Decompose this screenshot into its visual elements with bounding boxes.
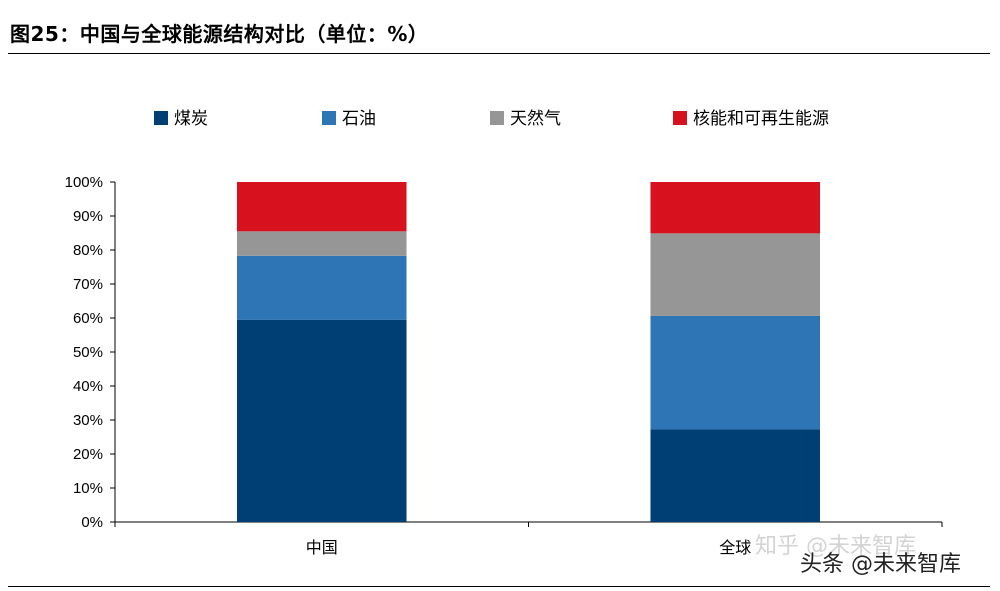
zhihu-watermark: 知乎 @未来智库 (755, 534, 916, 559)
bar-segment (236, 182, 407, 232)
bar-segment (650, 429, 821, 522)
y-tick-label: 0% (81, 514, 103, 531)
y-tick-label: 20% (73, 446, 103, 463)
legend-label: 核能和可再生能源 (693, 109, 829, 129)
watermarks: 知乎 @未来智库 头条 @未来智库 (755, 534, 961, 577)
bar-segment (236, 255, 407, 320)
y-tick-label: 40% (73, 378, 103, 395)
legend-item: 核能和可再生能源 (673, 109, 829, 129)
x-category-label: 全球 (719, 538, 751, 557)
legend: 煤炭 石油 天然气 核能和可再生能源 (154, 109, 829, 129)
y-tick-label: 60% (73, 310, 103, 327)
chart-title: 图25：中国与全球能源结构对比（单位：%） (10, 22, 429, 46)
legend-item: 石油 (322, 109, 376, 129)
legend-swatch (322, 111, 336, 125)
x-category-label: 中国 (306, 538, 338, 557)
legend-item: 煤炭 (154, 109, 208, 129)
y-tick-label: 70% (73, 276, 103, 293)
bars (236, 182, 821, 522)
y-tick-label: 10% (73, 480, 103, 497)
legend-label: 天然气 (510, 109, 561, 129)
y-tick-label: 100% (65, 174, 103, 191)
bar-segment (650, 315, 821, 430)
title-rule (8, 53, 990, 54)
bar-segment (236, 319, 407, 522)
toutiao-watermark: 头条 @未来智库 (800, 552, 961, 577)
y-tick-label: 80% (73, 242, 103, 259)
legend-swatch (490, 111, 504, 125)
bar-segment (236, 231, 407, 256)
y-axis: 0% 10% 20% 30% 40% 50% 60% 70% 80% 90% 100% (65, 174, 116, 531)
bar-segment (650, 182, 821, 234)
bar-segment (650, 233, 821, 316)
legend-label: 煤炭 (174, 109, 208, 129)
y-tick-label: 50% (73, 344, 103, 361)
legend-swatch (673, 111, 687, 125)
footer-rule (8, 586, 990, 587)
y-tick-label: 90% (73, 208, 103, 225)
legend-item: 天然气 (490, 109, 561, 129)
legend-label: 石油 (342, 109, 376, 129)
y-tick-label: 30% (73, 412, 103, 429)
legend-swatch (154, 111, 168, 125)
